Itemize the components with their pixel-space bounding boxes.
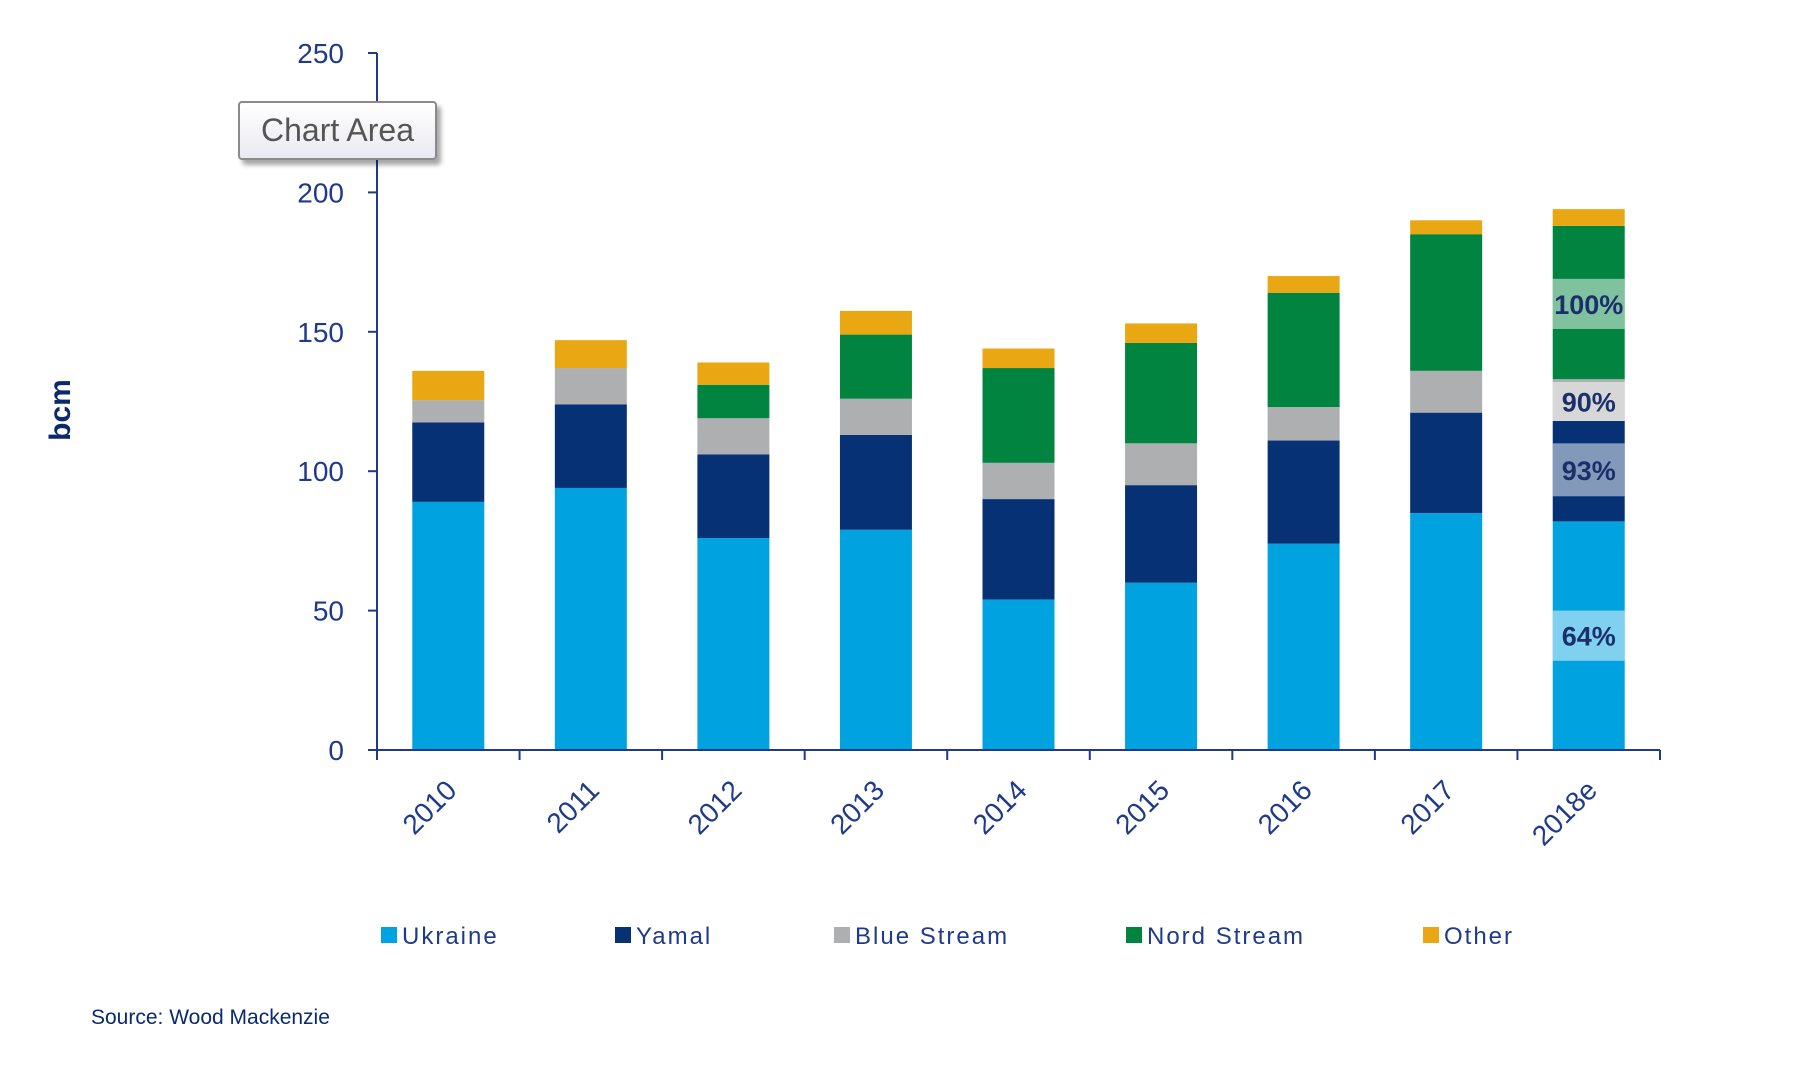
source-note: Source: Wood Mackenzie <box>91 1006 330 1029</box>
bar-other-2010 <box>412 370 485 401</box>
y-tick-label-250: 250 <box>297 38 344 69</box>
highlight-band-yamal <box>1552 443 1625 497</box>
bar-other-2012 <box>697 362 770 385</box>
bar-ukraine-2017 <box>1410 513 1483 750</box>
y-tick-label-0: 0 <box>328 735 344 766</box>
bar-other-2017 <box>1410 220 1483 235</box>
x-tick-label-2011: 2011 <box>541 774 606 839</box>
share-label-ukraine: 64% <box>1562 622 1616 652</box>
share-label-blue-stream: 90% <box>1562 388 1616 418</box>
bar-ukraine-2014 <box>982 599 1055 750</box>
legend-label-yamal: Yamal <box>636 923 712 950</box>
x-tick-label-2014: 2014 <box>967 774 1033 840</box>
bar-other-2011 <box>554 340 627 369</box>
x-tick-label-2010: 2010 <box>397 774 463 840</box>
bar-blue-stream-2016 <box>1267 407 1340 441</box>
x-tick-label-2017: 2017 <box>1394 774 1460 840</box>
y-tick-label-200: 200 <box>297 177 344 208</box>
bar-ukraine-2010 <box>412 501 485 750</box>
y-axis-label: bcm <box>44 379 77 441</box>
bar-nord-stream-2015 <box>1125 342 1198 444</box>
bar-nord-stream-2016 <box>1267 292 1340 408</box>
x-tick-label-2012: 2012 <box>682 774 748 840</box>
bar-ukraine-2011 <box>554 487 627 750</box>
legend-label-ukraine: Ukraine <box>402 923 499 950</box>
bar-blue-stream-2015 <box>1125 443 1198 486</box>
bar-blue-stream-2010 <box>412 400 485 423</box>
bar-yamal-2016 <box>1267 440 1340 544</box>
legend-swatch-other <box>1423 927 1439 943</box>
bar-yamal-2011 <box>554 404 627 488</box>
legend-label-blue-stream: Blue Stream <box>855 923 1009 950</box>
highlight-band-blue-stream <box>1552 381 1625 422</box>
highlight-band-ukraine <box>1552 610 1625 661</box>
bar-nord-stream-2014 <box>982 368 1055 463</box>
legend-swatch-blue-stream <box>834 927 850 943</box>
share-label-yamal: 93% <box>1562 456 1616 486</box>
bar-ukraine-2015 <box>1125 582 1198 750</box>
bar-other-2016 <box>1267 276 1340 293</box>
bar-blue-stream-2014 <box>982 462 1055 500</box>
bar-yamal-2015 <box>1125 485 1198 583</box>
legend-label-other: Other <box>1444 923 1514 950</box>
legend-label-nord-stream: Nord Stream <box>1147 923 1305 950</box>
legend-swatch-nord-stream <box>1126 927 1142 943</box>
bar-yamal-2012 <box>697 454 770 539</box>
y-tick-label-150: 150 <box>297 317 344 348</box>
bar-ukraine-2012 <box>697 538 770 750</box>
share-label-nord-stream: 100% <box>1554 290 1623 320</box>
y-tick-label-50: 50 <box>313 596 344 627</box>
chart-area-tooltip: Chart Area <box>238 101 437 160</box>
bar-blue-stream-2011 <box>554 368 627 405</box>
legend-swatch-ukraine <box>381 927 397 943</box>
bar-yamal-2010 <box>412 422 485 502</box>
legend-swatch-yamal <box>615 927 631 943</box>
bar-other-2018e <box>1552 209 1625 226</box>
bar-other-2014 <box>982 348 1055 369</box>
bar-yamal-2017 <box>1410 412 1483 514</box>
bar-other-2013 <box>839 310 912 335</box>
y-tick-label-100: 100 <box>297 456 344 487</box>
bar-blue-stream-2013 <box>839 398 912 435</box>
bar-blue-stream-2017 <box>1410 370 1483 413</box>
highlight-band-nord-stream <box>1552 278 1625 330</box>
bar-ukraine-2016 <box>1267 543 1340 750</box>
bar-nord-stream-2017 <box>1410 234 1483 371</box>
x-tick-label-2013: 2013 <box>824 774 890 840</box>
bar-nord-stream-2012 <box>697 384 770 419</box>
x-tick-label-2018e: 2018e <box>1526 774 1603 851</box>
bar-other-2015 <box>1125 323 1198 343</box>
bar-ukraine-2013 <box>839 529 912 750</box>
bar-nord-stream-2013 <box>839 334 912 399</box>
bar-blue-stream-2012 <box>697 418 770 455</box>
bar-yamal-2014 <box>982 499 1055 600</box>
bar-yamal-2013 <box>839 434 912 530</box>
x-tick-label-2015: 2015 <box>1109 774 1175 840</box>
x-tick-label-2016: 2016 <box>1252 774 1318 840</box>
